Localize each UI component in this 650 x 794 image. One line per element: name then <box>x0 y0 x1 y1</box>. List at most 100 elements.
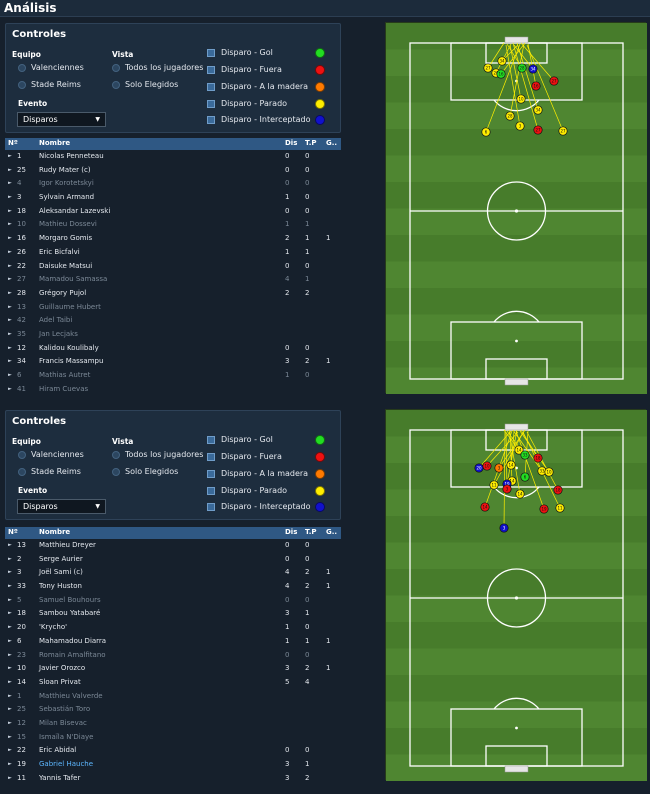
shot-marker[interactable] <box>515 121 525 131</box>
shot-marker[interactable] <box>544 467 554 477</box>
shot-marker[interactable] <box>539 504 549 514</box>
table-row[interactable]: ► 3 Sylvain Armand 1 0 <box>5 191 341 205</box>
shot-marker[interactable] <box>506 460 516 470</box>
table-row[interactable]: ► 26 Eric Bicfalvi 1 1 <box>5 246 341 260</box>
table-row[interactable]: ► 18 Sambou Yatabaré 3 1 <box>5 607 341 621</box>
table-row[interactable]: ► 12 Milan Bisevac <box>5 717 341 731</box>
shot-marker[interactable] <box>516 94 526 104</box>
shot-marker[interactable] <box>505 111 515 121</box>
table-row[interactable]: ► 34 Francis Massampu 3 2 1 <box>5 355 341 369</box>
table-row[interactable]: ► 33 Tony Huston 4 2 1 <box>5 580 341 594</box>
table-row[interactable]: ► 15 Ismaïla N'Diaye <box>5 731 341 745</box>
view-radio-selected[interactable]: Solo Elegidos <box>112 466 178 478</box>
legend-off-target[interactable]: Disparo - Fuera <box>207 451 282 463</box>
table-row[interactable]: ► 5 Samuel Bouhours 0 0 <box>5 594 341 608</box>
table-row[interactable]: ► 6 Mahamadou Diarra 1 1 1 <box>5 635 341 649</box>
table-row[interactable]: ► 10 Mathieu Dossevi 1 1 <box>5 218 341 232</box>
col-shots[interactable]: Dis <box>285 528 298 536</box>
table-row[interactable]: ► 22 Eric Abidal 0 0 <box>5 744 341 758</box>
legend-blocked[interactable]: Disparo - Interceptado <box>207 501 311 513</box>
table-row[interactable]: ► 6 Mathias Autret 1 0 <box>5 369 341 383</box>
view-radio-selected[interactable]: Solo Elegidos <box>112 79 178 91</box>
shot-marker[interactable] <box>533 105 543 115</box>
shot-marker[interactable] <box>517 63 527 73</box>
table-row[interactable]: ► 1 Nicolas Penneteau 0 0 <box>5 150 341 164</box>
view-radio-all[interactable]: Todos los jugadores <box>112 62 203 74</box>
table-row[interactable]: ► 13 Guillaume Hubert <box>5 301 341 315</box>
table-row[interactable]: ► 1 Matthieu Valverde <box>5 690 341 704</box>
table-row[interactable]: ► 22 Daisuke Matsui 0 0 <box>5 260 341 274</box>
expand-arrow-icon: ► <box>8 624 12 631</box>
shot-marker[interactable] <box>531 81 541 91</box>
table-row[interactable]: ► 14 Sloan Privat 5 4 <box>5 676 341 690</box>
view-radio-all[interactable]: Todos los jugadores <box>112 449 203 461</box>
table-row[interactable]: ► 28 Grégory Pujol 2 2 <box>5 287 341 301</box>
table-row[interactable]: ► 35 Jan Lecjaks <box>5 328 341 342</box>
shot-marker[interactable] <box>515 489 525 499</box>
shot-marker[interactable] <box>558 126 568 136</box>
col-goals[interactable]: G.. <box>326 139 338 147</box>
shot-marker[interactable] <box>502 484 512 494</box>
shot-marker[interactable] <box>533 453 543 463</box>
shot-marker[interactable] <box>514 445 524 455</box>
table-row[interactable]: ► 23 Romain Amalfitano 0 0 <box>5 649 341 663</box>
col-number[interactable]: Nº <box>8 139 18 147</box>
table-row[interactable]: ► 12 Kalidou Koulibaly 0 0 <box>5 342 341 356</box>
table-row[interactable]: ► 25 Rudy Mater (c) 0 0 <box>5 164 341 178</box>
shot-marker[interactable] <box>520 472 530 482</box>
shot-marker[interactable] <box>533 125 543 135</box>
legend-goal[interactable]: Disparo - Gol <box>207 434 273 446</box>
table-row[interactable]: ► 25 Sebastián Toro <box>5 703 341 717</box>
legend-woodwork[interactable]: Disparo - A la madera <box>207 468 308 480</box>
table-row[interactable]: ► 3 Joël Sami (c) 4 2 1 <box>5 566 341 580</box>
shot-marker[interactable] <box>553 485 563 495</box>
col-on-target[interactable]: T.P <box>305 528 317 536</box>
table-row[interactable]: ► 18 Aleksandar Lazevski 0 0 <box>5 205 341 219</box>
shot-marker[interactable] <box>481 127 491 137</box>
player-number: 16 <box>17 234 26 243</box>
team-radio-away[interactable]: Stade Reims <box>18 79 81 91</box>
table-row[interactable]: ► 42 Adel Taibi <box>5 314 341 328</box>
player-shots: 2 <box>285 288 290 297</box>
event-select[interactable]: Disparos ▼ <box>17 112 106 127</box>
shot-marker[interactable] <box>549 76 559 86</box>
shot-marker[interactable] <box>497 56 507 66</box>
table-row[interactable]: ► 20 'Krycho' 1 0 <box>5 621 341 635</box>
col-goals[interactable]: G.. <box>326 528 338 536</box>
table-row[interactable]: ► 19 Gabriel Hauche 3 1 <box>5 758 341 772</box>
shot-marker[interactable] <box>520 450 530 460</box>
shot-marker[interactable] <box>480 502 490 512</box>
shot-marker[interactable] <box>483 63 493 73</box>
table-row[interactable]: ► 16 Morgaro Gomis 2 1 1 <box>5 232 341 246</box>
table-row[interactable]: ► 11 Yannis Tafer 3 2 <box>5 772 341 786</box>
shot-marker[interactable] <box>482 461 492 471</box>
table-row[interactable]: ► 10 Javier Orozco 3 2 1 <box>5 662 341 676</box>
team-radio-home[interactable]: Valenciennes <box>18 62 84 74</box>
col-number[interactable]: Nº <box>8 528 18 536</box>
table-row[interactable]: ► 41 Hiram Cuevas <box>5 383 341 397</box>
col-on-target[interactable]: T.P <box>305 139 317 147</box>
legend-blocked-label: Disparo - Interceptado <box>221 115 311 124</box>
table-row[interactable]: ► 13 Matthieu Dreyer 0 0 <box>5 539 341 553</box>
shot-marker[interactable] <box>528 64 538 74</box>
legend-goal[interactable]: Disparo - Gol <box>207 47 273 59</box>
table-row[interactable]: ► 27 Mamadou Samassa 4 1 <box>5 273 341 287</box>
shot-marker[interactable] <box>555 503 565 513</box>
table-row[interactable]: ► 2 Serge Aurier 0 0 <box>5 553 341 567</box>
col-name[interactable]: Nombre <box>39 139 71 147</box>
legend-off-target[interactable]: Disparo - Fuera <box>207 64 282 76</box>
legend-saved[interactable]: Disparo - Parado <box>207 485 287 497</box>
legend-blocked[interactable]: Disparo - Interceptado <box>207 114 311 126</box>
event-select[interactable]: Disparos ▼ <box>17 499 106 514</box>
team-radio-away[interactable]: Stade Reims <box>18 466 81 478</box>
shot-marker[interactable] <box>489 480 499 490</box>
table-row[interactable]: ► 4 Igor Korotetskyi 0 0 <box>5 177 341 191</box>
team-radio-home[interactable]: Valenciennes <box>18 449 84 461</box>
col-name[interactable]: Nombre <box>39 528 71 536</box>
legend-woodwork[interactable]: Disparo - A la madera <box>207 81 308 93</box>
shot-marker[interactable] <box>496 69 506 79</box>
col-shots[interactable]: Dis <box>285 139 298 147</box>
legend-saved[interactable]: Disparo - Parado <box>207 98 287 110</box>
shot-marker[interactable] <box>494 463 504 473</box>
shot-marker[interactable] <box>499 523 509 533</box>
